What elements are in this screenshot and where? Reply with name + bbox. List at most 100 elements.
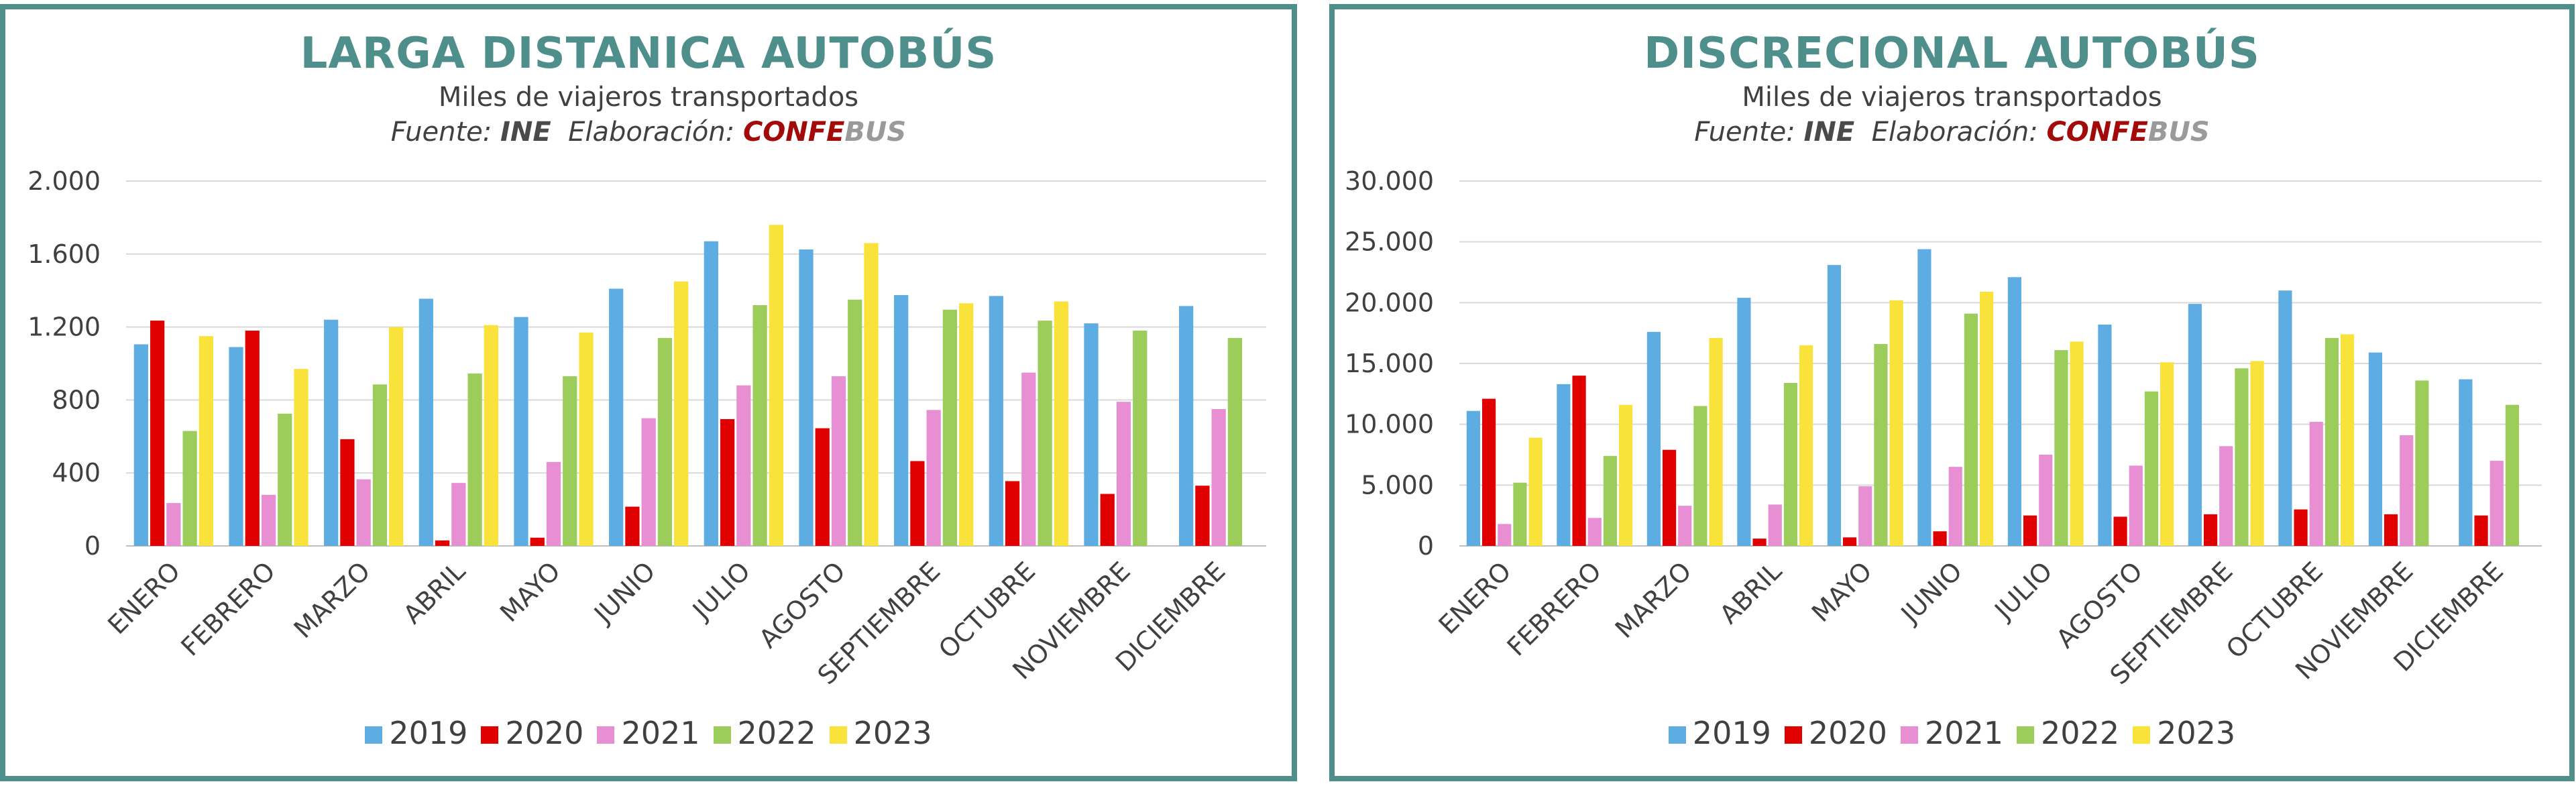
x-tick-label: FEBRERO xyxy=(175,556,280,661)
bar-2022-mayo xyxy=(1874,343,1888,546)
bar-2022-mayo xyxy=(563,376,577,546)
x-tick-label: FEBRERO xyxy=(1502,556,1607,661)
bar-2022-agosto xyxy=(2144,391,2159,546)
bar-2022-abril xyxy=(467,373,482,546)
bar-2023-marzo xyxy=(1709,337,1723,546)
bar-2023-mayo xyxy=(1889,300,1903,546)
bar-2022-octubre xyxy=(2325,337,2339,546)
x-tick-label: JULIO xyxy=(1988,556,2058,626)
y-tick-label: 30.000 xyxy=(1345,166,1434,196)
bar-2019-abril xyxy=(418,298,433,546)
brand-confe: CONFE xyxy=(2046,117,2148,148)
bar-2023-febrero xyxy=(294,369,309,546)
bar-2021-septiembre xyxy=(926,410,941,546)
y-tick-label: 2.000 xyxy=(27,166,101,196)
legend-swatch xyxy=(597,726,615,744)
bar-2021-abril xyxy=(451,483,466,546)
bar-2023-abril xyxy=(484,325,498,546)
chart-source: Fuente: INE Elaboración: CONFEBUS xyxy=(5,115,1292,149)
bar-2022-febrero xyxy=(1603,455,1618,546)
bar-2023-septiembre xyxy=(959,303,974,546)
x-tick-label: MARZO xyxy=(1610,556,1697,644)
legend-label: 2019 xyxy=(389,715,468,751)
bar-2020-noviembre xyxy=(1100,494,1115,546)
bar-2019-febrero xyxy=(229,347,243,546)
x-tick-label: MAYO xyxy=(494,556,566,628)
legend-label: 2022 xyxy=(2041,715,2120,751)
bar-2023-enero xyxy=(199,336,213,546)
bar-2020-julio xyxy=(2023,515,2037,546)
bar-2020-marzo xyxy=(1662,449,1677,546)
bar-2020-noviembre xyxy=(2384,514,2398,546)
bar-2021-enero xyxy=(1498,524,1512,546)
bar-2020-octubre xyxy=(2294,509,2308,546)
x-tick-label: MARZO xyxy=(288,556,376,644)
bar-2021-agosto xyxy=(831,376,846,546)
bar-2019-diciembre xyxy=(1179,306,1194,546)
bar-2023-septiembre xyxy=(2250,361,2264,546)
bar-2021-febrero xyxy=(261,494,276,546)
bar-2021-noviembre xyxy=(1116,402,1131,546)
bar-2022-marzo xyxy=(1693,406,1707,546)
bar-2022-febrero xyxy=(278,413,292,546)
bar-2023-agosto xyxy=(864,243,879,546)
legend-swatch xyxy=(2017,726,2035,744)
x-tick-label: AGOSTO xyxy=(753,556,851,654)
legend-label: 2022 xyxy=(737,715,816,751)
chart-source: Fuente: INE Elaboración: CONFEBUS xyxy=(1335,115,2569,149)
legend-item-2022: 2022 xyxy=(2017,715,2119,751)
chart-legend: 2019 2020 2021 2022 2023 xyxy=(1335,715,2569,751)
brand-confe: CONFE xyxy=(742,117,845,148)
y-tick-label: 20.000 xyxy=(1345,288,1434,317)
bar-2021-mayo xyxy=(1858,486,1872,546)
bar-2019-junio xyxy=(609,288,624,546)
x-tick-label: JUNIO xyxy=(1895,556,1968,629)
source-elaboracion-label: Elaboración: xyxy=(568,117,735,148)
y-tick-label: 1.600 xyxy=(27,239,101,269)
bar-2022-julio xyxy=(752,304,767,546)
bar-2022-agosto xyxy=(848,299,862,546)
bar-2022-diciembre xyxy=(1227,337,1243,546)
legend-item-2023: 2023 xyxy=(2133,715,2235,751)
legend-label: 2020 xyxy=(505,715,584,751)
x-tick-label: MAYO xyxy=(1806,556,1878,628)
legend-item-2021: 2021 xyxy=(597,715,700,751)
bar-2021-agosto xyxy=(2129,465,2143,546)
source-elaboracion-label: Elaboración: xyxy=(1871,117,2038,148)
bar-2022-abril xyxy=(1783,383,1798,546)
legend-label: 2021 xyxy=(1924,715,2004,751)
legend-label: 2020 xyxy=(1808,715,1887,751)
bar-2019-abril xyxy=(1737,298,1751,546)
y-tick-label: 10.000 xyxy=(1345,410,1434,439)
legend-item-2020: 2020 xyxy=(481,715,583,751)
legend-swatch xyxy=(1900,726,1918,744)
bar-2020-junio xyxy=(625,506,640,546)
legend-swatch xyxy=(713,726,731,744)
bar-2020-diciembre xyxy=(2474,515,2488,546)
chart-header: DISCRECIONAL AUTOBÚS Miles de viajeros t… xyxy=(1335,28,2569,149)
bar-2019-marzo xyxy=(324,319,339,546)
legend-item-2019: 2019 xyxy=(1668,715,1771,751)
bar-2023-junio xyxy=(1980,292,1994,546)
x-tick-label: AGOSTO xyxy=(2050,556,2148,654)
bar-2022-septiembre xyxy=(942,309,958,546)
y-tick-label: 0 xyxy=(1418,531,1434,561)
bar-2019-marzo xyxy=(1646,331,1661,546)
x-tick-label: JULIO xyxy=(686,556,756,626)
bar-2020-marzo xyxy=(340,439,355,546)
bar-2020-julio xyxy=(720,418,735,546)
bar-2021-diciembre xyxy=(1211,409,1226,546)
bar-2019-agosto xyxy=(2098,324,2112,546)
bar-2021-marzo xyxy=(356,479,371,546)
legend-swatch xyxy=(2133,726,2151,744)
bar-2019-junio xyxy=(1917,249,1931,546)
bar-2022-julio xyxy=(2054,350,2068,546)
chart-legend: 2019 2020 2021 2022 2023 xyxy=(5,715,1292,751)
y-tick-label: 25.000 xyxy=(1345,227,1434,257)
chart-panel-larga-distancia: LARGA DISTANICA AUTOBÚS Miles de viajero… xyxy=(0,4,1297,781)
bar-2021-abril xyxy=(1768,504,1782,546)
bar-chart-discrecional: 0 5.000 10.000 15.000 20.000 25.000 30.000 ENER… xyxy=(1345,166,2542,690)
bar-2021-julio xyxy=(2039,455,2053,546)
bar-2023-agosto xyxy=(2160,362,2174,546)
bar-2022-enero xyxy=(182,431,197,546)
